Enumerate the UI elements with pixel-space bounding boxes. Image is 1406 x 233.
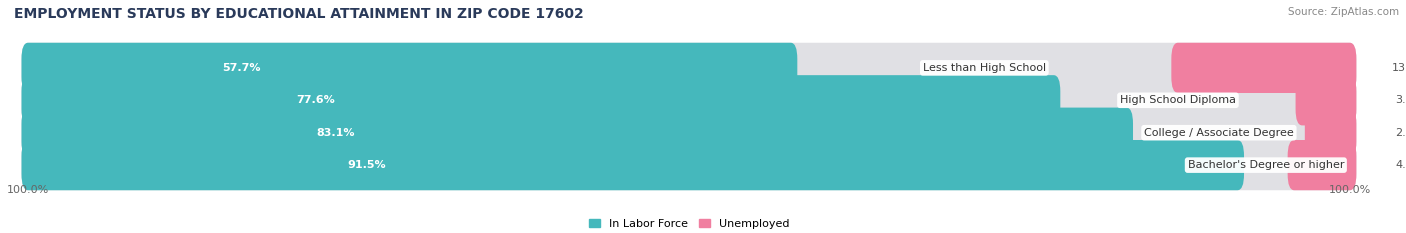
Text: 4.2%: 4.2%: [1395, 160, 1406, 170]
FancyBboxPatch shape: [1, 120, 1376, 146]
FancyBboxPatch shape: [21, 43, 1357, 93]
FancyBboxPatch shape: [1171, 43, 1357, 93]
Text: Bachelor's Degree or higher: Bachelor's Degree or higher: [1188, 160, 1344, 170]
FancyBboxPatch shape: [1288, 140, 1357, 190]
Text: 83.1%: 83.1%: [316, 128, 354, 138]
FancyBboxPatch shape: [1305, 108, 1357, 158]
Text: EMPLOYMENT STATUS BY EDUCATIONAL ATTAINMENT IN ZIP CODE 17602: EMPLOYMENT STATUS BY EDUCATIONAL ATTAINM…: [14, 7, 583, 21]
FancyBboxPatch shape: [1, 152, 1376, 178]
Text: 57.7%: 57.7%: [222, 63, 262, 73]
FancyBboxPatch shape: [1, 87, 1376, 113]
Text: 77.6%: 77.6%: [295, 95, 335, 105]
Legend: In Labor Force, Unemployed: In Labor Force, Unemployed: [583, 214, 794, 233]
Text: 3.6%: 3.6%: [1395, 95, 1406, 105]
FancyBboxPatch shape: [21, 140, 1357, 190]
Text: Source: ZipAtlas.com: Source: ZipAtlas.com: [1288, 7, 1399, 17]
FancyBboxPatch shape: [21, 75, 1357, 125]
FancyBboxPatch shape: [21, 108, 1357, 158]
FancyBboxPatch shape: [21, 75, 1060, 125]
Text: 13.0%: 13.0%: [1392, 63, 1406, 73]
Text: 100.0%: 100.0%: [7, 185, 49, 195]
FancyBboxPatch shape: [21, 43, 797, 93]
FancyBboxPatch shape: [21, 108, 1133, 158]
Text: Less than High School: Less than High School: [922, 63, 1046, 73]
Text: College / Associate Degree: College / Associate Degree: [1144, 128, 1294, 138]
FancyBboxPatch shape: [21, 140, 1244, 190]
Text: High School Diploma: High School Diploma: [1121, 95, 1236, 105]
FancyBboxPatch shape: [1, 55, 1376, 81]
Text: 100.0%: 100.0%: [1329, 185, 1371, 195]
FancyBboxPatch shape: [1295, 75, 1357, 125]
Text: 2.9%: 2.9%: [1395, 128, 1406, 138]
Text: 91.5%: 91.5%: [347, 160, 387, 170]
